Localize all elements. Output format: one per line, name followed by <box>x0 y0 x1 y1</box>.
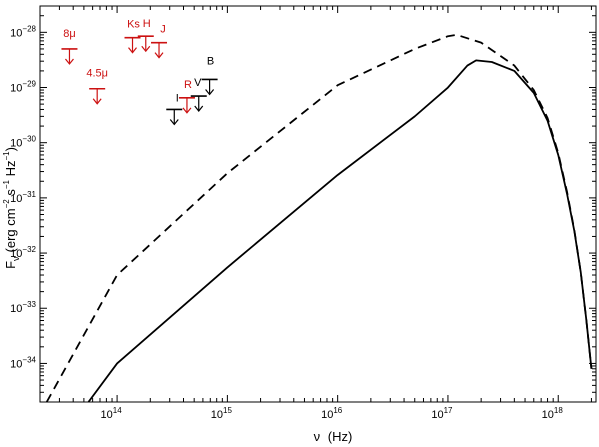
x-tick-label: 1017 <box>431 406 453 421</box>
upper-limit-4.5μ: 4.5μ <box>86 68 108 104</box>
y-axis-label-unit-a: (erg cm <box>3 208 18 252</box>
upper-limit-label: R <box>184 79 192 91</box>
upper-limits: 8μ 4.5μ Ks H J IR VB <box>61 18 217 124</box>
upper-limit-label: J <box>160 24 166 36</box>
x-axis-label: ν (Hz) <box>314 429 353 444</box>
upper-limit-label: Ks <box>127 19 140 31</box>
y-tick-label: 10−33 <box>10 300 36 315</box>
upper-limit-B: B <box>202 55 218 94</box>
upper-limit-label: I <box>176 92 179 104</box>
y-axis-label-sub: ν <box>11 256 21 261</box>
x-tick-label: 1014 <box>101 406 123 421</box>
upper-limit-8μ: 8μ <box>61 28 77 64</box>
upper-limit-J: J <box>151 24 167 58</box>
x-tick-label: 1015 <box>211 406 233 421</box>
x-tick-label: 1016 <box>321 406 343 421</box>
y-axis-label-symbol: F <box>3 261 18 269</box>
y-tick-label: 10−28 <box>10 24 36 39</box>
upper-limit-label: 8μ <box>63 28 75 40</box>
upper-limit-label: H <box>143 18 151 30</box>
y-axis-label-unit-c: Hz <box>3 161 18 181</box>
model-curves <box>47 35 592 402</box>
x-axis-label-unit: (Hz) <box>328 429 353 444</box>
y-tick-label: 10−34 <box>10 355 36 370</box>
x-tick-label: 1018 <box>542 406 564 421</box>
upper-limit-V: V <box>191 77 207 111</box>
x-tick-labels: 1014 1015 1016 1017 1018 <box>101 406 564 421</box>
upper-limit-label: B <box>207 55 214 67</box>
upper-limit-H: H <box>138 18 154 51</box>
y-axis-label-unit-b: s <box>3 189 18 200</box>
upper-limit-label: 4.5μ <box>86 68 108 80</box>
y-axis-label-unit-d: ) <box>3 147 18 151</box>
solid-model-curve <box>88 60 591 402</box>
x-axis-label-symbol: ν <box>314 429 321 444</box>
y-tick-label: 10−29 <box>10 80 36 95</box>
upper-limit-label: V <box>194 77 202 89</box>
dashed-model-curve <box>47 35 592 402</box>
